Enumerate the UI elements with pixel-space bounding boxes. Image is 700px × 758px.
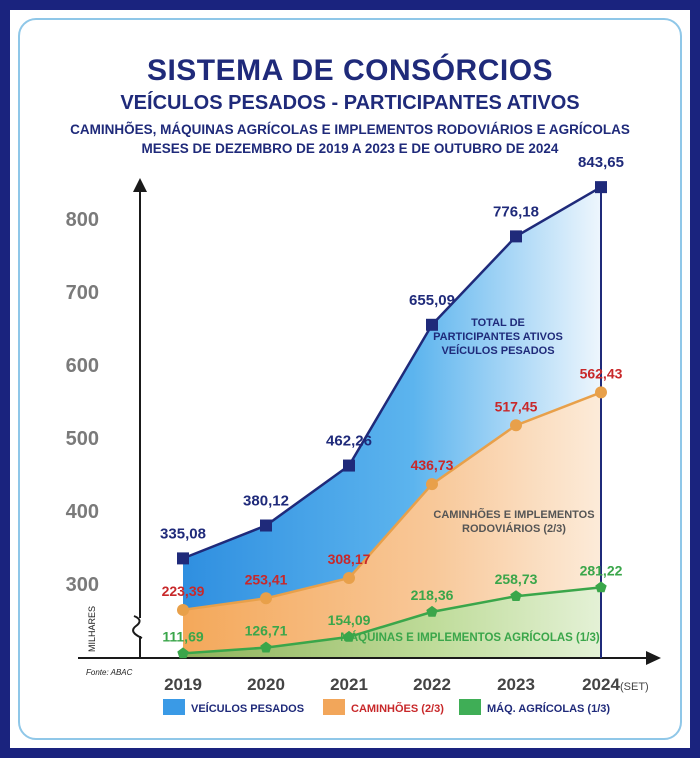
- data-label-veiculos-pesados: 380,12: [243, 493, 289, 510]
- point-caminhoes: [426, 478, 438, 491]
- point-maquinas-agricolas: [343, 630, 355, 642]
- x-axis-arrow: [646, 651, 661, 665]
- y-tick-label: 700: [66, 282, 99, 304]
- chart-subtitle-line4: MESES DE DEZEMBRO DE 2019 A 2023 E DE OU…: [141, 141, 559, 156]
- x-tick-label: 2022: [413, 675, 451, 694]
- data-label-caminhoes: 253,41: [245, 571, 288, 587]
- legend-swatch: [323, 699, 345, 715]
- point-veiculos-pesados: [177, 552, 189, 565]
- annotation-caminhoes: CAMINHÕES E IMPLEMENTOS: [433, 508, 594, 521]
- annotation-veiculos-pesados: VEÍCULOS PESADOS: [441, 344, 554, 357]
- y-tick-label: 600: [66, 355, 99, 377]
- x-tick-label: 2024: [582, 675, 620, 694]
- point-caminhoes: [260, 592, 272, 605]
- line-maquinas-agricolas: [182, 586, 602, 655]
- line-veiculos-pesados: [182, 186, 602, 560]
- data-label-veiculos-pesados: 843,65: [578, 154, 624, 171]
- area-maquinas-agricolas: [183, 587, 601, 658]
- data-label-maquinas-agricolas: 126,71: [245, 623, 288, 639]
- data-label-caminhoes: 308,17: [328, 551, 371, 567]
- annotation-veiculos-pesados: TOTAL DE: [471, 317, 525, 329]
- data-label-caminhoes: 223,39: [162, 583, 205, 599]
- annotation-caminhoes: RODOVIÁRIOS (2/3): [462, 522, 566, 535]
- point-maquinas-agricolas: [177, 647, 189, 659]
- data-label-maquinas-agricolas: 111,69: [162, 628, 203, 644]
- point-veiculos-pesados: [426, 318, 438, 331]
- y-axis-label: MILHARES: [87, 606, 97, 652]
- source-note: Fonte: ABAC: [86, 668, 133, 677]
- point-veiculos-pesados: [510, 230, 522, 243]
- point-caminhoes: [595, 386, 607, 399]
- x-tick-label: 2023: [497, 675, 535, 694]
- point-caminhoes: [177, 603, 189, 616]
- data-label-maquinas-agricolas: 154,09: [328, 612, 371, 628]
- point-maquinas-agricolas: [260, 641, 272, 653]
- point-caminhoes: [510, 419, 522, 432]
- legend-swatch: [163, 699, 185, 715]
- chart-title: SISTEMA DE CONSÓRCIOS: [146, 54, 554, 87]
- legend-swatch: [459, 699, 481, 715]
- data-label-caminhoes: 436,73: [411, 457, 454, 473]
- data-label-maquinas-agricolas: 258,73: [495, 571, 538, 587]
- area-caminhoes: [183, 392, 601, 658]
- legend-label: CAMINHÕES (2/3): [351, 702, 444, 715]
- y-tick-label: 500: [66, 428, 99, 450]
- x-tick-label: 2021: [330, 675, 368, 694]
- annotation-veiculos-pesados: PARTICIPANTES ATIVOS: [433, 331, 563, 343]
- point-veiculos-pesados: [595, 181, 607, 194]
- point-maquinas-agricolas: [595, 581, 607, 593]
- data-label-veiculos-pesados: 776,18: [493, 203, 539, 220]
- x-tick-suffix: (SET): [620, 681, 649, 693]
- y-tick-label: 800: [66, 209, 99, 231]
- data-label-veiculos-pesados: 462,26: [326, 433, 372, 450]
- annotation-maquinas-agricolas: MÁQUINAS E IMPLEMENTOS AGRÍCOLAS (1/3): [340, 631, 600, 644]
- data-label-maquinas-agricolas: 218,36: [411, 587, 454, 603]
- line-caminhoes: [182, 391, 602, 612]
- data-label-veiculos-pesados: 335,08: [160, 525, 206, 542]
- point-caminhoes: [343, 572, 355, 585]
- y-tick-label: 400: [66, 501, 99, 523]
- point-veiculos-pesados: [260, 519, 272, 532]
- legend-label: MÁQ. AGRÍCOLAS (1/3): [487, 702, 610, 715]
- data-label-maquinas-agricolas: 281,22: [580, 562, 623, 578]
- x-tick-label: 2020: [247, 675, 285, 694]
- point-maquinas-agricolas: [426, 605, 438, 617]
- chart-subtitle: VEÍCULOS PESADOS - PARTICIPANTES ATIVOS: [120, 92, 580, 114]
- x-tick-label: 2019: [164, 675, 202, 694]
- axis-break: [132, 615, 143, 639]
- chart-subtitle-line3: CAMINHÕES, MÁQUINAS AGRÍCOLAS E IMPLEMEN…: [70, 122, 630, 137]
- legend-label: VEÍCULOS PESADOS: [191, 702, 304, 715]
- data-label-veiculos-pesados: 655,09: [409, 292, 455, 309]
- point-veiculos-pesados: [343, 459, 355, 472]
- data-label-caminhoes: 562,43: [580, 365, 623, 381]
- point-maquinas-agricolas: [510, 590, 522, 601]
- data-label-caminhoes: 517,45: [495, 398, 538, 414]
- y-tick-label: 300: [66, 574, 99, 596]
- y-axis-arrow: [133, 178, 147, 192]
